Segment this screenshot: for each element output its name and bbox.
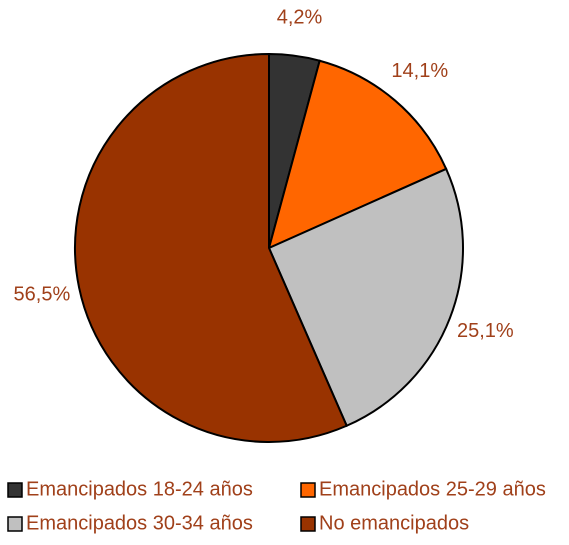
data-label: 56,5% bbox=[14, 284, 71, 306]
pie-slice bbox=[74, 52, 348, 443]
legend-label: No emancipados bbox=[319, 512, 469, 534]
pie-slice bbox=[267, 167, 464, 428]
data-label: 4,2% bbox=[277, 6, 323, 28]
legend-swatch bbox=[7, 482, 23, 498]
data-label: 25,1% bbox=[457, 320, 514, 342]
legend-swatch bbox=[7, 516, 23, 532]
legend-swatch bbox=[300, 516, 316, 532]
legend-label: Emancipados 25-29 años bbox=[319, 478, 546, 500]
legend-label: Emancipados 18-24 años bbox=[26, 478, 253, 500]
pie-slice bbox=[267, 59, 448, 250]
data-label: 14,1% bbox=[391, 60, 448, 82]
legend-swatch bbox=[300, 482, 316, 498]
legend-label: Emancipados 30-34 años bbox=[26, 512, 253, 534]
